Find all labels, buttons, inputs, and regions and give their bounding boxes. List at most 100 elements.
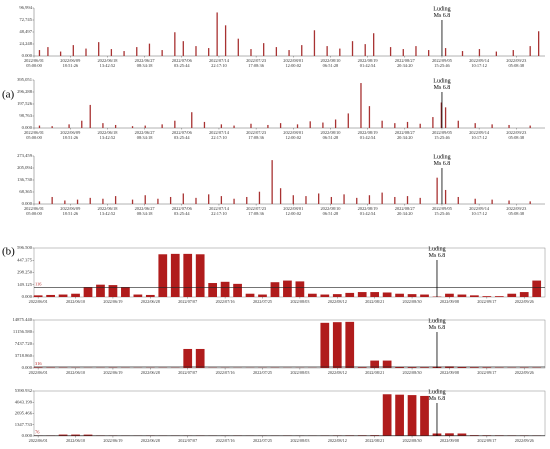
x-tick-label: 2022/07/07 <box>178 299 197 304</box>
bar <box>444 107 447 128</box>
bar <box>402 49 404 56</box>
x-tick-label: 2022/07/14 22:17:10 <box>208 130 229 140</box>
x-tick-label: 2022/09/26 <box>515 299 534 304</box>
x-tick-label: 2022/08/21 <box>365 438 384 443</box>
bar <box>258 191 261 204</box>
bar <box>47 47 49 56</box>
bar <box>183 348 193 368</box>
x-tick-label: 2022/06/09 18:51:26 <box>60 206 81 216</box>
panel-label: (b) <box>2 246 15 258</box>
bar <box>89 197 91 204</box>
y-tick-label: 298.250 <box>17 270 33 275</box>
bar <box>444 189 447 204</box>
bar <box>343 194 345 204</box>
x-tick-label: 2022/06/19 <box>103 438 122 443</box>
bar <box>313 30 316 56</box>
bar <box>245 293 255 297</box>
bar <box>532 280 542 297</box>
bar <box>381 192 383 204</box>
bar <box>394 123 396 128</box>
bar <box>38 50 41 56</box>
bar <box>420 367 429 368</box>
x-tick-label: 2022/08/30 <box>403 299 422 304</box>
x-tick-label: 2022/08/12 <box>328 438 347 443</box>
bar <box>182 193 184 204</box>
x-tick-label: 2022/07/14 22:17:10 <box>208 206 229 216</box>
bar <box>445 433 454 436</box>
bar <box>102 198 104 204</box>
bar <box>208 283 218 297</box>
bar <box>529 125 531 128</box>
x-tick-label: 2022/09/26 <box>515 438 534 443</box>
y-tick-label: 149.125 <box>17 282 33 287</box>
x-tick-label: 2022/08/12 <box>328 370 347 375</box>
bar <box>491 124 493 128</box>
x-tick-label: 2022/06/28 <box>141 299 160 304</box>
y-tick-label: 2695.466 <box>15 411 33 416</box>
bar <box>382 394 392 436</box>
bar <box>370 292 380 297</box>
x-tick-label: 2022/09/08 <box>440 438 459 443</box>
bar <box>474 123 476 128</box>
x-tick-label: 2022/09/08 <box>440 370 459 375</box>
bar <box>415 46 417 56</box>
bar <box>382 360 392 368</box>
x-tick-label: 2022/08/27 20:34:20 <box>394 130 415 140</box>
x-tick-label: 2022/08/30 <box>403 438 422 443</box>
bar <box>195 197 197 204</box>
bar <box>182 41 184 56</box>
x-tick-label: 2022/08/10 06:51:28 <box>320 130 341 140</box>
panel-label: (a) <box>2 89 15 101</box>
x-tick-label: 2022/06/27 08:34:18 <box>134 206 155 216</box>
x-tick-label: 2022/08/03 <box>290 299 309 304</box>
bar <box>529 201 531 204</box>
x-tick-label: 2022/08/21 <box>365 370 384 375</box>
bar <box>250 123 252 128</box>
x-tick-label: 2022/06/18 13:42:52 <box>97 206 118 216</box>
bar <box>246 196 248 204</box>
bar <box>406 121 409 128</box>
bar <box>161 124 163 128</box>
bar <box>382 292 392 297</box>
x-tick-label: 2022/06/01 <box>29 370 48 375</box>
x-tick-label: 2022/09/14 10:17:12 <box>469 206 490 216</box>
bar <box>470 435 479 436</box>
bar <box>296 124 299 128</box>
bar <box>208 48 210 56</box>
x-tick-label: 2022/08/27 20:34:20 <box>394 58 415 68</box>
bar <box>345 292 355 297</box>
threshold-label: 316 <box>35 361 42 366</box>
bar <box>288 50 290 56</box>
bar <box>64 200 66 204</box>
bar <box>174 32 176 56</box>
x-tick-label: 2022/08/21 <box>365 299 384 304</box>
bar <box>461 51 464 56</box>
x-tick-label: 2022/09/23 05:08:38 <box>506 206 527 216</box>
plot-frame <box>33 319 546 369</box>
bar <box>512 50 514 56</box>
bar <box>144 125 146 128</box>
bar <box>419 123 421 128</box>
x-tick-label: 2022/09/05 15:25:46 <box>431 130 452 140</box>
x-tick-label: 2022/06/10 <box>66 370 85 375</box>
event-magnitude: Ms 6.8 <box>434 85 451 91</box>
bar <box>395 367 404 368</box>
x-tick-label: 2022/06/18 13:42:52 <box>97 130 118 140</box>
bar <box>169 196 172 204</box>
bar <box>368 106 371 128</box>
y-tick-label: 4043.199 <box>15 399 33 404</box>
x-tick-label: 2022/08/19 01:42:54 <box>357 130 378 140</box>
bar <box>33 295 43 297</box>
bar <box>420 294 429 297</box>
bar <box>131 199 134 204</box>
bar <box>220 196 223 204</box>
x-tick-label: 2022/08/01 12:00:02 <box>283 130 304 140</box>
bar <box>233 198 235 204</box>
bar <box>470 295 479 297</box>
y-tick-label: 0.000 <box>22 433 33 438</box>
bar <box>208 194 210 204</box>
bar <box>457 433 467 436</box>
x-tick-label: 2022/09/17 <box>477 299 496 304</box>
x-tick-label: 2022/06/27 08:34:18 <box>134 58 155 68</box>
event-label: Luding <box>433 6 450 12</box>
